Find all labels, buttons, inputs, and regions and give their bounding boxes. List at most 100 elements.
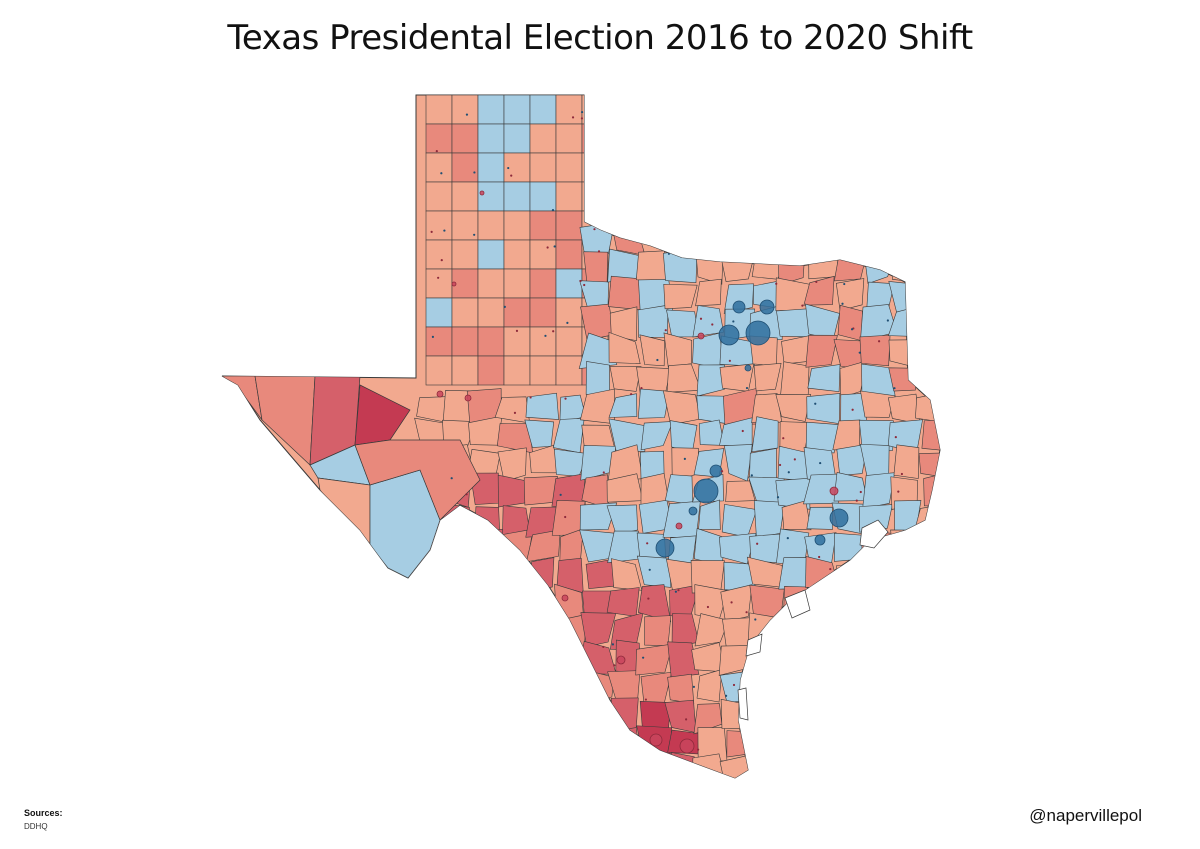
county	[919, 250, 940, 282]
county-dot	[885, 145, 889, 148]
county-dot	[793, 458, 796, 461]
county	[635, 643, 674, 676]
county-dot	[768, 227, 771, 230]
county	[526, 529, 561, 563]
county	[915, 535, 940, 563]
county	[667, 673, 695, 704]
county-dot	[886, 319, 889, 322]
county	[637, 584, 672, 623]
county	[580, 782, 617, 815]
county	[891, 673, 924, 704]
county	[609, 727, 640, 761]
county	[415, 727, 447, 761]
county	[417, 701, 450, 731]
county	[696, 364, 726, 397]
county	[861, 642, 895, 678]
county-dot	[692, 685, 696, 688]
county	[779, 698, 812, 733]
county	[747, 696, 782, 734]
county-dot	[769, 164, 772, 167]
county-dot	[677, 589, 680, 592]
county-dot	[725, 694, 728, 697]
county	[859, 593, 895, 617]
county	[606, 504, 639, 536]
county-dot	[765, 151, 768, 154]
county	[451, 326, 479, 357]
county	[439, 729, 474, 758]
county-dot	[647, 597, 650, 600]
county	[524, 754, 554, 778]
county	[924, 225, 940, 258]
county-dot	[686, 169, 690, 172]
county	[470, 673, 499, 701]
county	[414, 583, 447, 620]
county	[581, 152, 609, 183]
county-dot	[850, 328, 854, 331]
county	[609, 366, 642, 392]
county	[919, 667, 940, 703]
county	[749, 785, 784, 816]
county-dot	[741, 429, 744, 433]
county	[779, 753, 808, 778]
county	[893, 444, 920, 479]
county-dot	[829, 567, 832, 571]
county	[555, 326, 583, 357]
county	[834, 755, 865, 778]
county	[859, 334, 891, 367]
county	[529, 355, 557, 386]
county-dot	[443, 229, 446, 232]
county	[891, 252, 924, 283]
county-dot	[515, 329, 519, 332]
county-dot	[720, 470, 724, 473]
county	[923, 473, 940, 507]
county	[862, 472, 896, 510]
county-dot	[711, 323, 714, 326]
county-dot	[742, 205, 745, 208]
county	[888, 367, 918, 392]
county-dot	[668, 227, 671, 230]
county	[579, 221, 615, 255]
gop-shift-bubble	[561, 594, 569, 602]
county-dot	[613, 664, 616, 667]
county	[915, 780, 951, 809]
county	[529, 268, 557, 299]
author-credit: @napervillepol	[1029, 806, 1142, 825]
county-dot	[585, 711, 588, 714]
gop-shift-bubble	[829, 486, 839, 496]
county-dot	[756, 542, 759, 545]
dem-shift-bubble	[814, 534, 826, 546]
county-dot	[821, 659, 825, 662]
county-dot	[684, 115, 687, 118]
county	[501, 695, 534, 735]
county-dot	[566, 321, 569, 324]
county	[529, 210, 557, 241]
gop-shift-bubble	[616, 655, 626, 665]
county-dot	[859, 490, 862, 494]
county-dot	[579, 279, 582, 283]
county	[451, 239, 479, 270]
county	[503, 181, 531, 212]
county-dot	[778, 463, 782, 467]
county	[555, 268, 583, 299]
county-dot	[858, 351, 861, 354]
county-dot	[800, 118, 803, 121]
county-dot	[868, 660, 871, 663]
county-dot	[465, 493, 468, 496]
county	[777, 639, 812, 677]
county	[477, 326, 505, 357]
county	[834, 532, 865, 562]
county	[637, 388, 670, 419]
county-dot	[455, 586, 458, 589]
county	[414, 644, 449, 674]
county-dot	[485, 612, 488, 615]
county	[810, 784, 834, 814]
county	[752, 223, 786, 255]
county	[694, 223, 727, 259]
county-dot	[745, 386, 749, 390]
county	[581, 95, 609, 125]
sources-label: Sources:	[24, 808, 63, 818]
county	[835, 563, 867, 592]
county-dot	[731, 190, 734, 193]
county	[808, 646, 840, 677]
